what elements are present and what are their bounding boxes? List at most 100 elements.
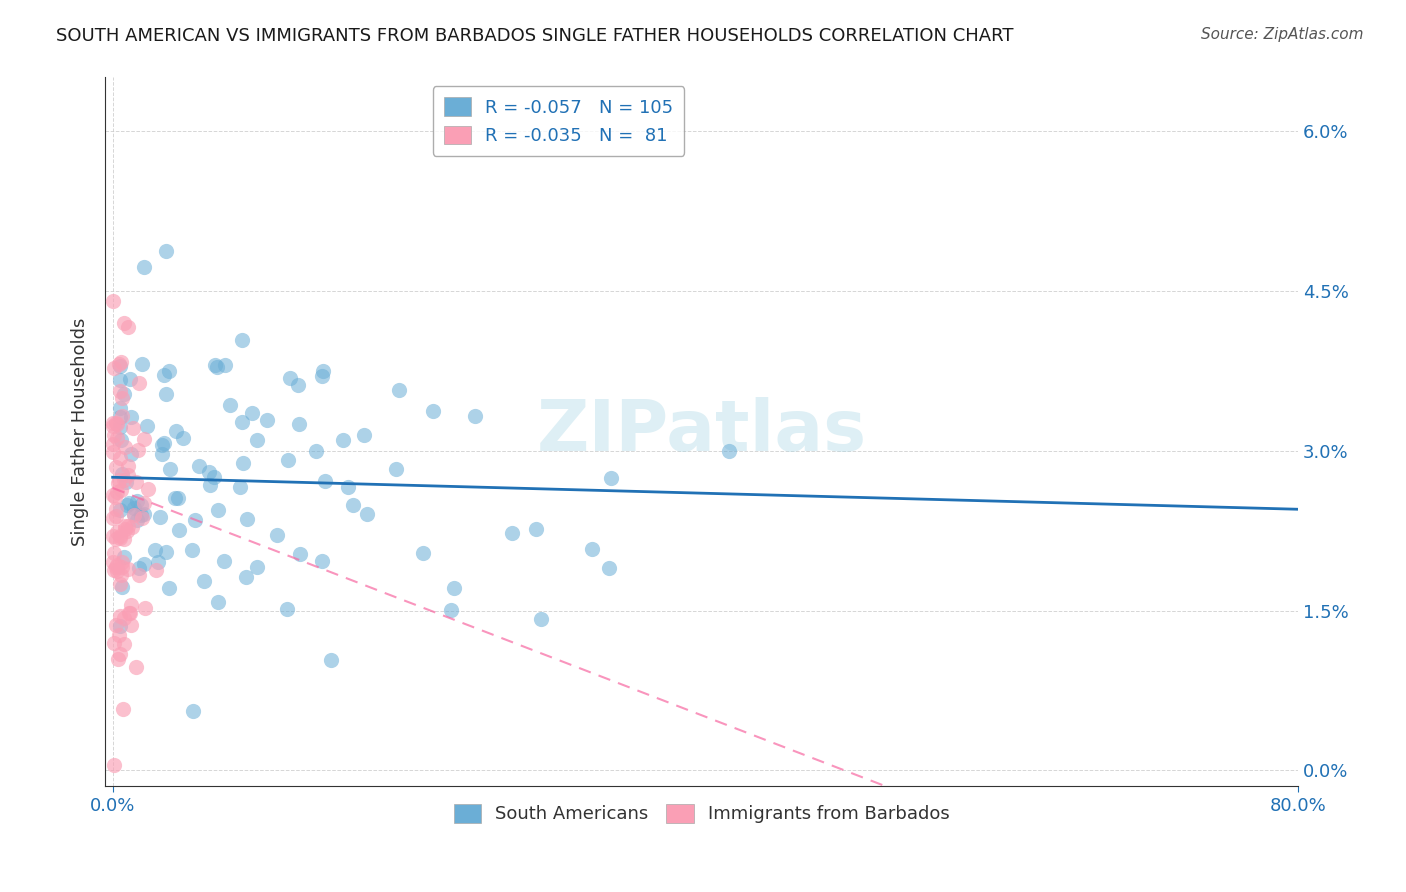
Immigrants from Barbados [108,357,131,371]
South Americans [169,523,191,537]
Immigrants from Barbados [105,564,128,578]
South Americans [120,447,142,461]
South Americans [266,528,288,542]
South Americans [214,358,236,372]
South Americans [287,378,309,392]
Immigrants from Barbados [117,458,139,473]
South Americans [150,438,173,452]
South Americans [412,546,434,560]
Text: SOUTH AMERICAN VS IMMIGRANTS FROM BARBADOS SINGLE FATHER HOUSEHOLDS CORRELATION : SOUTH AMERICAN VS IMMIGRANTS FROM BARBAD… [56,27,1014,45]
Immigrants from Barbados [110,568,132,582]
South Americans [143,542,166,557]
Y-axis label: Single Father Households: Single Father Households [72,318,89,546]
South Americans [120,372,142,386]
South Americans [108,503,131,517]
South Americans [157,364,180,378]
Immigrants from Barbados [105,501,128,516]
Immigrants from Barbados [101,488,124,502]
South Americans [155,244,177,258]
South Americans [188,459,211,474]
Immigrants from Barbados [108,450,131,465]
South Americans [148,509,170,524]
South Americans [193,574,215,588]
Immigrants from Barbados [108,384,131,398]
South Americans [118,496,141,510]
South Americans [122,507,145,521]
South Americans [150,447,173,461]
South Americans [231,415,253,429]
South Americans [155,545,177,559]
South Americans [108,359,131,373]
South Americans [184,513,207,527]
Immigrants from Barbados [121,421,143,435]
South Americans [198,465,221,479]
Immigrants from Barbados [112,473,135,487]
South Americans [157,581,180,595]
South Americans [443,581,465,595]
South Americans [236,512,259,526]
South Americans [332,433,354,447]
Immigrants from Barbados [131,510,153,524]
South Americans [229,480,252,494]
Text: ZIPatlas: ZIPatlas [537,398,866,467]
South Americans [132,508,155,522]
Immigrants from Barbados [107,475,129,490]
Immigrants from Barbados [114,440,136,454]
Immigrants from Barbados [104,532,127,546]
South Americans [388,383,411,397]
South Americans [134,260,156,274]
Immigrants from Barbados [103,361,125,376]
South Americans [131,358,153,372]
South Americans [256,413,278,427]
Immigrants from Barbados [103,555,125,569]
Immigrants from Barbados [103,758,125,772]
Immigrants from Barbados [117,467,139,482]
Immigrants from Barbados [101,293,124,308]
Immigrants from Barbados [132,496,155,510]
South Americans [287,417,309,431]
Immigrants from Barbados [107,474,129,488]
South Americans [245,433,267,447]
South Americans [111,580,134,594]
Immigrants from Barbados [118,606,141,620]
South Americans [312,364,335,378]
Immigrants from Barbados [111,409,134,423]
Immigrants from Barbados [107,652,129,666]
South Americans [207,503,229,517]
Immigrants from Barbados [111,702,134,716]
Immigrants from Barbados [117,518,139,533]
South Americans [131,508,153,522]
South Americans [314,474,336,488]
Immigrants from Barbados [105,509,128,524]
South Americans [524,522,547,536]
South Americans [125,494,148,508]
South Americans [120,410,142,425]
South Americans [110,433,132,447]
Immigrants from Barbados [105,431,128,445]
South Americans [288,547,311,561]
Immigrants from Barbados [110,609,132,624]
Immigrants from Barbados [136,483,159,497]
Immigrants from Barbados [120,598,142,612]
Immigrants from Barbados [103,427,125,442]
Legend: South Americans, Immigrants from Barbados: South Americans, Immigrants from Barbado… [443,793,960,834]
Immigrants from Barbados [112,611,135,625]
Immigrants from Barbados [105,524,128,539]
South Americans [108,373,131,387]
South Americans [232,457,254,471]
Immigrants from Barbados [132,432,155,446]
Immigrants from Barbados [105,417,128,431]
South Americans [134,557,156,571]
Immigrants from Barbados [108,647,131,661]
Immigrants from Barbados [114,522,136,536]
Immigrants from Barbados [104,617,127,632]
Immigrants from Barbados [101,437,124,451]
South Americans [336,480,359,494]
Immigrants from Barbados [111,391,134,405]
Immigrants from Barbados [108,529,131,543]
Immigrants from Barbados [127,442,149,457]
Immigrants from Barbados [117,562,139,576]
South Americans [422,404,444,418]
South Americans [384,462,406,476]
South Americans [165,491,187,505]
